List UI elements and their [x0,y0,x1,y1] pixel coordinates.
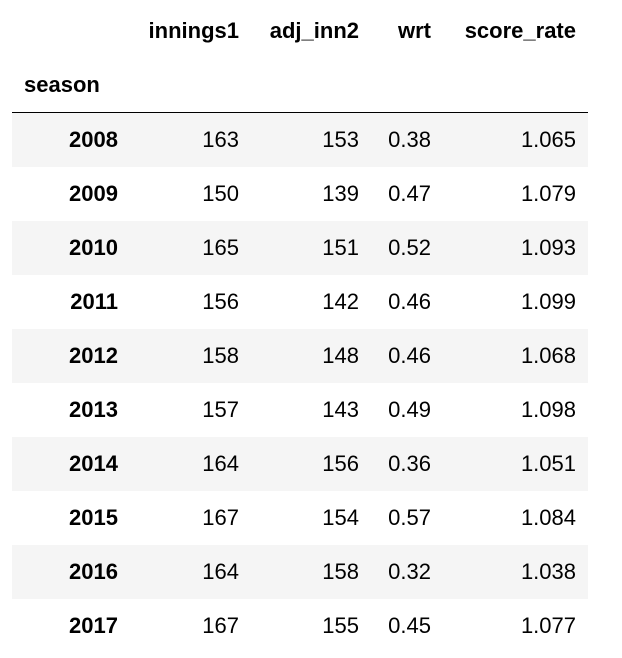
innings1-cell: 167 [202,504,239,530]
score-rate-cell: 1.098 [520,396,576,422]
row-index-season: 2014 [69,450,118,476]
innings1-cell: 158 [202,342,239,368]
adj-inn2-cell: 156 [322,450,359,476]
row-index-season: 2013 [69,396,118,422]
innings1-cell: 156 [202,288,239,314]
score-rate-cell: 1.093 [520,234,576,260]
adj-inn2-cell: 143 [322,396,359,422]
innings1-cell: 163 [202,126,239,152]
wrt-cell: 0.46 [388,288,431,314]
innings1-cell: 157 [202,396,239,422]
score-rate-cell: 1.084 [520,504,576,530]
wrt-cell: 0.47 [388,180,431,206]
index-corner-cell [12,4,130,58]
table-row: 2016 164 158 0.32 1.038 [12,544,588,599]
table-row: 2010 165 151 0.52 1.093 [12,220,588,275]
table-row: 2012 158 148 0.46 1.068 [12,328,588,383]
innings1-cell: 150 [202,180,239,206]
table-header: innings1 adj_inn2 wrt score_rate season [12,4,588,113]
table-body: 2008 163 153 0.38 1.065 2009 150 139 0.47 1.079 20… [12,112,588,653]
adj-inn2-cell: 154 [322,504,359,530]
row-index-season: 2008 [69,126,118,152]
innings1-cell: 165 [202,234,239,260]
score-rate-cell: 1.068 [520,342,576,368]
score-rate-cell: 1.065 [520,126,576,152]
innings1-cell: 164 [202,450,239,476]
dataframe-table: innings1 adj_inn2 wrt score_rate season … [12,4,588,653]
table-row: 2017 167 155 0.45 1.077 [12,599,588,653]
wrt-cell: 0.38 [388,126,431,152]
column-header-score-rate: score_rate [464,18,576,43]
score-rate-cell: 1.077 [520,612,576,638]
column-header-row: innings1 adj_inn2 wrt score_rate [12,4,588,58]
table-row: 2009 150 139 0.47 1.079 [12,167,588,221]
row-index-season: 2017 [69,612,118,638]
score-rate-cell: 1.099 [520,288,576,314]
index-name-spacer [371,58,443,113]
row-index-season: 2012 [69,342,118,368]
wrt-cell: 0.45 [388,612,431,638]
adj-inn2-cell: 142 [322,288,359,314]
row-index-season: 2010 [69,234,118,260]
wrt-cell: 0.46 [388,342,431,368]
wrt-cell: 0.52 [388,234,431,260]
row-index-season: 2016 [69,558,118,584]
adj-inn2-cell: 153 [322,126,359,152]
table-row: 2011 156 142 0.46 1.099 [12,275,588,329]
wrt-cell: 0.49 [388,396,431,422]
adj-inn2-cell: 155 [322,612,359,638]
row-index-season: 2015 [69,504,118,530]
adj-inn2-cell: 158 [322,558,359,584]
wrt-cell: 0.32 [388,558,431,584]
row-index-season: 2009 [69,180,118,206]
score-rate-cell: 1.038 [520,558,576,584]
index-name-spacer [130,58,251,113]
adj-inn2-cell: 148 [322,342,359,368]
table-row: 2013 157 143 0.49 1.098 [12,383,588,437]
index-name-spacer [443,58,588,113]
table-row: 2008 163 153 0.38 1.065 [12,112,588,167]
wrt-cell: 0.57 [388,504,431,530]
index-name-spacer [251,58,371,113]
score-rate-cell: 1.079 [520,180,576,206]
innings1-cell: 164 [202,558,239,584]
adj-inn2-cell: 151 [322,234,359,260]
wrt-cell: 0.36 [388,450,431,476]
column-header-wrt: wrt [398,18,431,43]
score-rate-cell: 1.051 [520,450,576,476]
table-row: 2014 164 156 0.36 1.051 [12,436,588,491]
column-header-innings1: innings1 [148,18,239,43]
adj-inn2-cell: 139 [322,180,359,206]
index-name-header: season [12,58,130,113]
innings1-cell: 167 [202,612,239,638]
column-header-adj-inn2: adj_inn2 [269,18,359,43]
index-name-row: season [12,58,588,113]
table-row: 2015 167 154 0.57 1.084 [12,491,588,545]
row-index-season: 2011 [70,288,118,314]
